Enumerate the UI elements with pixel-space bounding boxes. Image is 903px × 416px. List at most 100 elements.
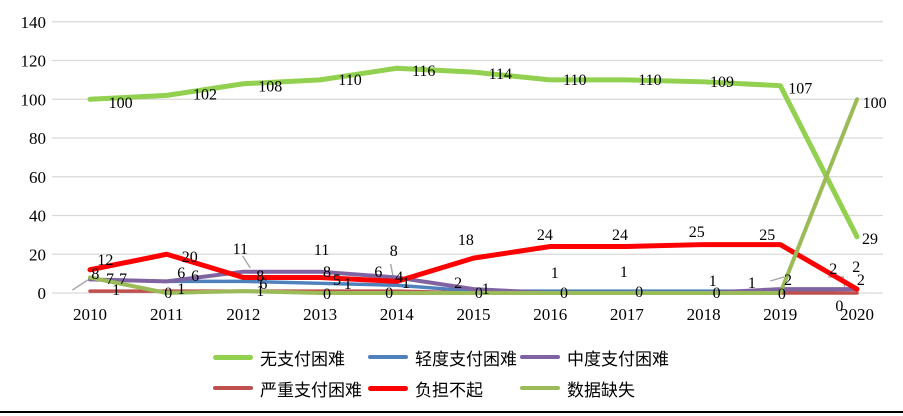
- legend-label: 负担不起: [415, 380, 483, 400]
- data-label: 8: [390, 243, 398, 260]
- x-axis-tick-label: 2015: [457, 305, 491, 324]
- label-leader-line: [242, 255, 251, 269]
- legend-label: 严重支付困难: [260, 380, 362, 400]
- x-axis-tick-label: 2016: [533, 305, 567, 324]
- data-label: 2: [857, 272, 865, 289]
- data-label: 24: [537, 227, 553, 244]
- legend-item-轻度支付困难: 轻度支付困难: [368, 346, 517, 369]
- series-line-数据缺失: [88, 97, 859, 295]
- y-axis-tick-label: 40: [29, 207, 46, 226]
- data-label: 114: [489, 66, 512, 83]
- data-label: 110: [338, 72, 361, 89]
- data-label: 6: [191, 268, 199, 285]
- data-label: 1: [402, 275, 410, 292]
- data-label: 7: [119, 271, 127, 288]
- x-axis-tick-label: 2012: [226, 305, 260, 324]
- legend-label: 轻度支付困难: [415, 349, 517, 369]
- x-axis-tick-label: 2019: [763, 305, 797, 324]
- y-axis-tick-label: 0: [38, 284, 47, 303]
- data-label: 8: [91, 266, 99, 283]
- data-label: 110: [638, 72, 661, 89]
- x-axis-tick-label: 2013: [303, 305, 337, 324]
- data-label: 25: [689, 224, 705, 241]
- data-label: 11: [233, 241, 248, 258]
- legend-swatch-icon: [213, 386, 253, 390]
- data-label: 109: [710, 74, 734, 91]
- data-label: 0: [475, 285, 483, 302]
- data-label: 8: [323, 264, 331, 281]
- data-label: 0: [835, 298, 843, 315]
- data-label: 0: [385, 285, 393, 302]
- legend-swatch-icon: [520, 355, 560, 359]
- data-label: 29: [862, 231, 878, 248]
- data-label: 0: [778, 286, 786, 303]
- data-label: 24: [612, 227, 628, 244]
- data-label: 1: [256, 283, 264, 300]
- data-label: 20: [182, 249, 198, 266]
- data-label: 1: [482, 281, 490, 298]
- data-label: 2: [852, 259, 860, 276]
- data-label: 7: [106, 271, 114, 288]
- data-label: 6: [259, 276, 267, 293]
- x-axis-tick-label: 2014: [380, 305, 415, 324]
- data-label: 8: [256, 268, 264, 285]
- label-leader-line: [770, 276, 785, 282]
- legend-label: 无支付困难: [260, 349, 345, 369]
- data-label: 4: [395, 269, 403, 286]
- x-axis-tick-label: 2018: [687, 305, 721, 324]
- data-label: 18: [458, 232, 474, 249]
- series-line-负担不起: [87, 242, 860, 292]
- label-leader-line: [389, 263, 394, 277]
- y-axis-tick-label: 140: [21, 13, 47, 32]
- data-label: 0: [323, 286, 331, 303]
- legend-item-无支付困难: 无支付困难: [213, 346, 345, 369]
- data-label: 25: [759, 227, 775, 244]
- label-leader-line: [71, 279, 89, 291]
- data-label: 6: [177, 265, 185, 282]
- data-label: 1: [177, 281, 185, 298]
- data-label: 1: [620, 264, 628, 281]
- legend-swatch-icon: [520, 386, 560, 390]
- x-axis-tick-label: 2011: [150, 305, 183, 324]
- data-label: 2: [454, 275, 462, 292]
- y-axis-tick-label: 100: [21, 90, 47, 109]
- data-label: 0: [164, 285, 172, 302]
- data-label: 108: [258, 79, 282, 96]
- data-label: 100: [109, 95, 133, 112]
- data-label: 1: [344, 276, 352, 293]
- y-axis-tick-label: 20: [29, 245, 46, 264]
- data-label: 1: [112, 282, 120, 299]
- data-label: 5: [333, 272, 341, 289]
- data-label: 11: [314, 242, 329, 259]
- x-axis-tick-label: 2017: [610, 305, 645, 324]
- data-label: 1: [551, 265, 559, 282]
- legend-item-中度支付困难: 中度支付困难: [520, 346, 669, 369]
- legend-swatch-icon: [368, 385, 408, 391]
- legend-label: 中度支付困难: [567, 349, 669, 369]
- data-label: 102: [193, 86, 217, 103]
- data-label: 110: [563, 72, 586, 89]
- legend-label: 数据缺失: [567, 380, 635, 400]
- y-axis-tick-label: 80: [29, 129, 46, 148]
- data-label: 12: [97, 252, 113, 269]
- data-label: 6: [374, 264, 382, 281]
- bottom-border-line: [0, 411, 903, 413]
- series-line-无支付困难: [87, 65, 860, 240]
- legend-item-负担不起: 负担不起: [368, 377, 483, 400]
- data-label: 2: [829, 261, 837, 278]
- legend-swatch-icon: [213, 354, 253, 360]
- data-label: 1: [709, 273, 717, 290]
- legend-item-数据缺失: 数据缺失: [520, 377, 635, 400]
- data-label: 1: [748, 275, 756, 292]
- legend-item-严重支付困难: 严重支付困难: [213, 377, 362, 400]
- data-label: 100: [863, 95, 887, 112]
- y-axis-tick-label: 60: [29, 168, 46, 187]
- data-label: 0: [713, 285, 721, 302]
- data-label: 116: [412, 63, 435, 80]
- legend-swatch-icon: [368, 355, 408, 359]
- data-label: 0: [635, 284, 643, 301]
- y-axis-tick-label: 120: [21, 52, 47, 71]
